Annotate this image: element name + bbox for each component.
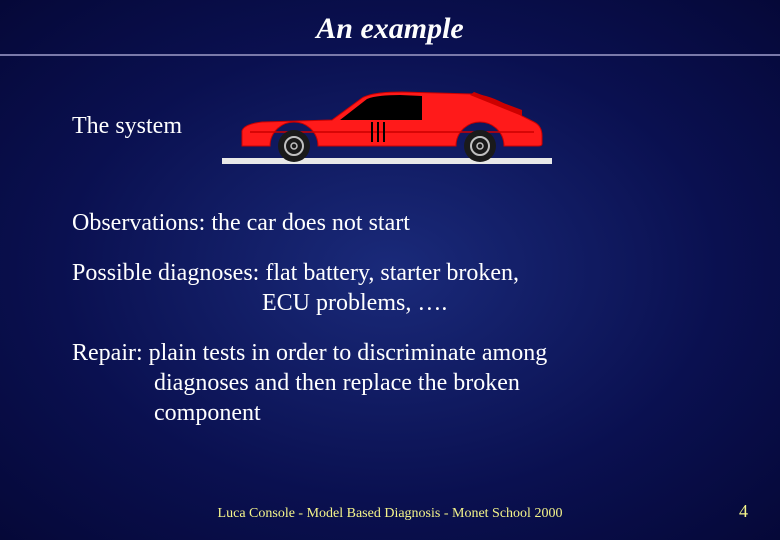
repair-line1: Repair: plain tests in order to discrimi…: [72, 338, 708, 368]
car-illustration: [222, 86, 552, 166]
slide-footer: Luca Console - Model Based Diagnosis - M…: [0, 506, 780, 522]
repair-line2: diagnoses and then replace the broken: [72, 368, 708, 398]
slide-body: The system: [0, 56, 780, 428]
title-bar: An example: [0, 0, 780, 46]
repair-block: Repair: plain tests in order to discrimi…: [72, 338, 708, 428]
repair-line3: component: [72, 398, 708, 428]
slide-title: An example: [0, 12, 780, 46]
diagnoses-line2: ECU problems, ….: [72, 288, 708, 318]
car-svg: [222, 86, 552, 166]
page-number: 4: [739, 501, 748, 522]
system-label: The system: [72, 111, 182, 141]
diagnoses-line1: Possible diagnoses: flat battery, starte…: [72, 258, 708, 288]
rear-tire: [278, 130, 310, 162]
system-row: The system: [72, 86, 708, 166]
diagnoses-block: Possible diagnoses: flat battery, starte…: [72, 258, 708, 318]
front-tire: [464, 130, 496, 162]
observations-line: Observations: the car does not start: [72, 208, 708, 238]
ground-rect: [222, 158, 552, 164]
